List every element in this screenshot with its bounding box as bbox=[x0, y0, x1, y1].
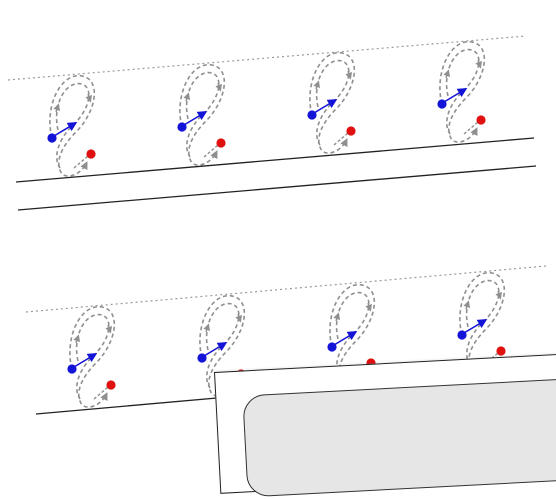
letter-figure bbox=[437, 41, 486, 143]
letter-loop-inner bbox=[315, 59, 350, 146]
loop-direction-arrow bbox=[215, 82, 222, 92]
handwriting-practice-sheet bbox=[7, 35, 556, 415]
letter-loop-inner bbox=[185, 71, 220, 158]
letter-figure bbox=[177, 64, 226, 166]
letter-figure bbox=[307, 52, 356, 154]
tail-stroke bbox=[93, 386, 109, 400]
start-dot bbox=[307, 110, 317, 120]
tail-stroke bbox=[73, 155, 89, 169]
end-dot bbox=[496, 346, 506, 356]
start-arrow bbox=[73, 353, 98, 368]
rounded-panel[interactable] bbox=[242, 376, 556, 498]
start-arrow bbox=[463, 319, 488, 334]
loop-direction-arrow bbox=[183, 92, 190, 102]
end-dot bbox=[216, 138, 226, 148]
start-arrow bbox=[183, 111, 208, 126]
row-1-descender-line bbox=[17, 165, 537, 211]
start-dot bbox=[197, 353, 207, 363]
start-arrow bbox=[443, 88, 468, 103]
start-dot bbox=[327, 342, 337, 352]
tail-stroke bbox=[463, 121, 479, 135]
start-dot bbox=[457, 330, 467, 340]
letter-loop-inner bbox=[205, 302, 240, 389]
end-dot bbox=[346, 126, 356, 136]
loop-direction-arrow bbox=[53, 103, 60, 113]
loop-direction-arrow bbox=[345, 70, 352, 80]
row-1-dotted-line bbox=[7, 35, 527, 81]
letter-loop-outer bbox=[179, 64, 226, 166]
start-arrow bbox=[333, 331, 358, 346]
letter-loop-outer bbox=[309, 52, 356, 154]
letter-figures bbox=[47, 41, 506, 408]
loop-direction-arrow bbox=[443, 69, 450, 79]
start-dot bbox=[177, 122, 187, 132]
start-dot bbox=[67, 364, 77, 374]
loop-direction-arrow bbox=[333, 312, 340, 322]
loop-direction-arrow bbox=[495, 290, 502, 300]
row-1-guides bbox=[7, 35, 537, 211]
tail-stroke bbox=[483, 352, 499, 366]
letter-loop-outer bbox=[49, 75, 96, 177]
row-1-baseline bbox=[15, 137, 535, 183]
letter-loop-inner bbox=[55, 82, 90, 169]
loop-direction-arrow bbox=[235, 313, 242, 323]
start-dot bbox=[47, 133, 57, 143]
loop-direction-arrow bbox=[475, 59, 482, 69]
start-arrow bbox=[53, 122, 78, 137]
end-dot bbox=[86, 149, 96, 159]
start-arrow bbox=[313, 99, 338, 114]
letter-figure bbox=[67, 306, 116, 408]
loop-direction-arrow bbox=[365, 302, 372, 312]
loop-direction-arrow bbox=[73, 334, 80, 344]
letter-loop-outer bbox=[439, 41, 486, 143]
loop-direction-arrow bbox=[203, 323, 210, 333]
letter-loop-outer bbox=[69, 306, 116, 408]
letter-loop-inner bbox=[335, 291, 370, 378]
row-2-dotted-line bbox=[25, 265, 547, 313]
start-dot bbox=[437, 99, 447, 109]
letter-loop-inner bbox=[445, 48, 480, 135]
end-dot bbox=[476, 115, 486, 125]
tail-stroke bbox=[203, 144, 219, 158]
end-dot bbox=[106, 380, 116, 390]
loop-direction-arrow bbox=[313, 80, 320, 90]
loop-direction-arrow bbox=[85, 93, 92, 103]
loop-direction-arrow bbox=[463, 300, 470, 310]
loop-direction-arrow bbox=[105, 324, 112, 334]
letter-figure bbox=[47, 75, 96, 177]
letter-loop-inner bbox=[75, 313, 110, 400]
start-arrow bbox=[203, 342, 228, 357]
tail-stroke bbox=[333, 132, 349, 146]
letter-loop-inner bbox=[465, 279, 500, 366]
overlay-card[interactable] bbox=[214, 352, 556, 498]
